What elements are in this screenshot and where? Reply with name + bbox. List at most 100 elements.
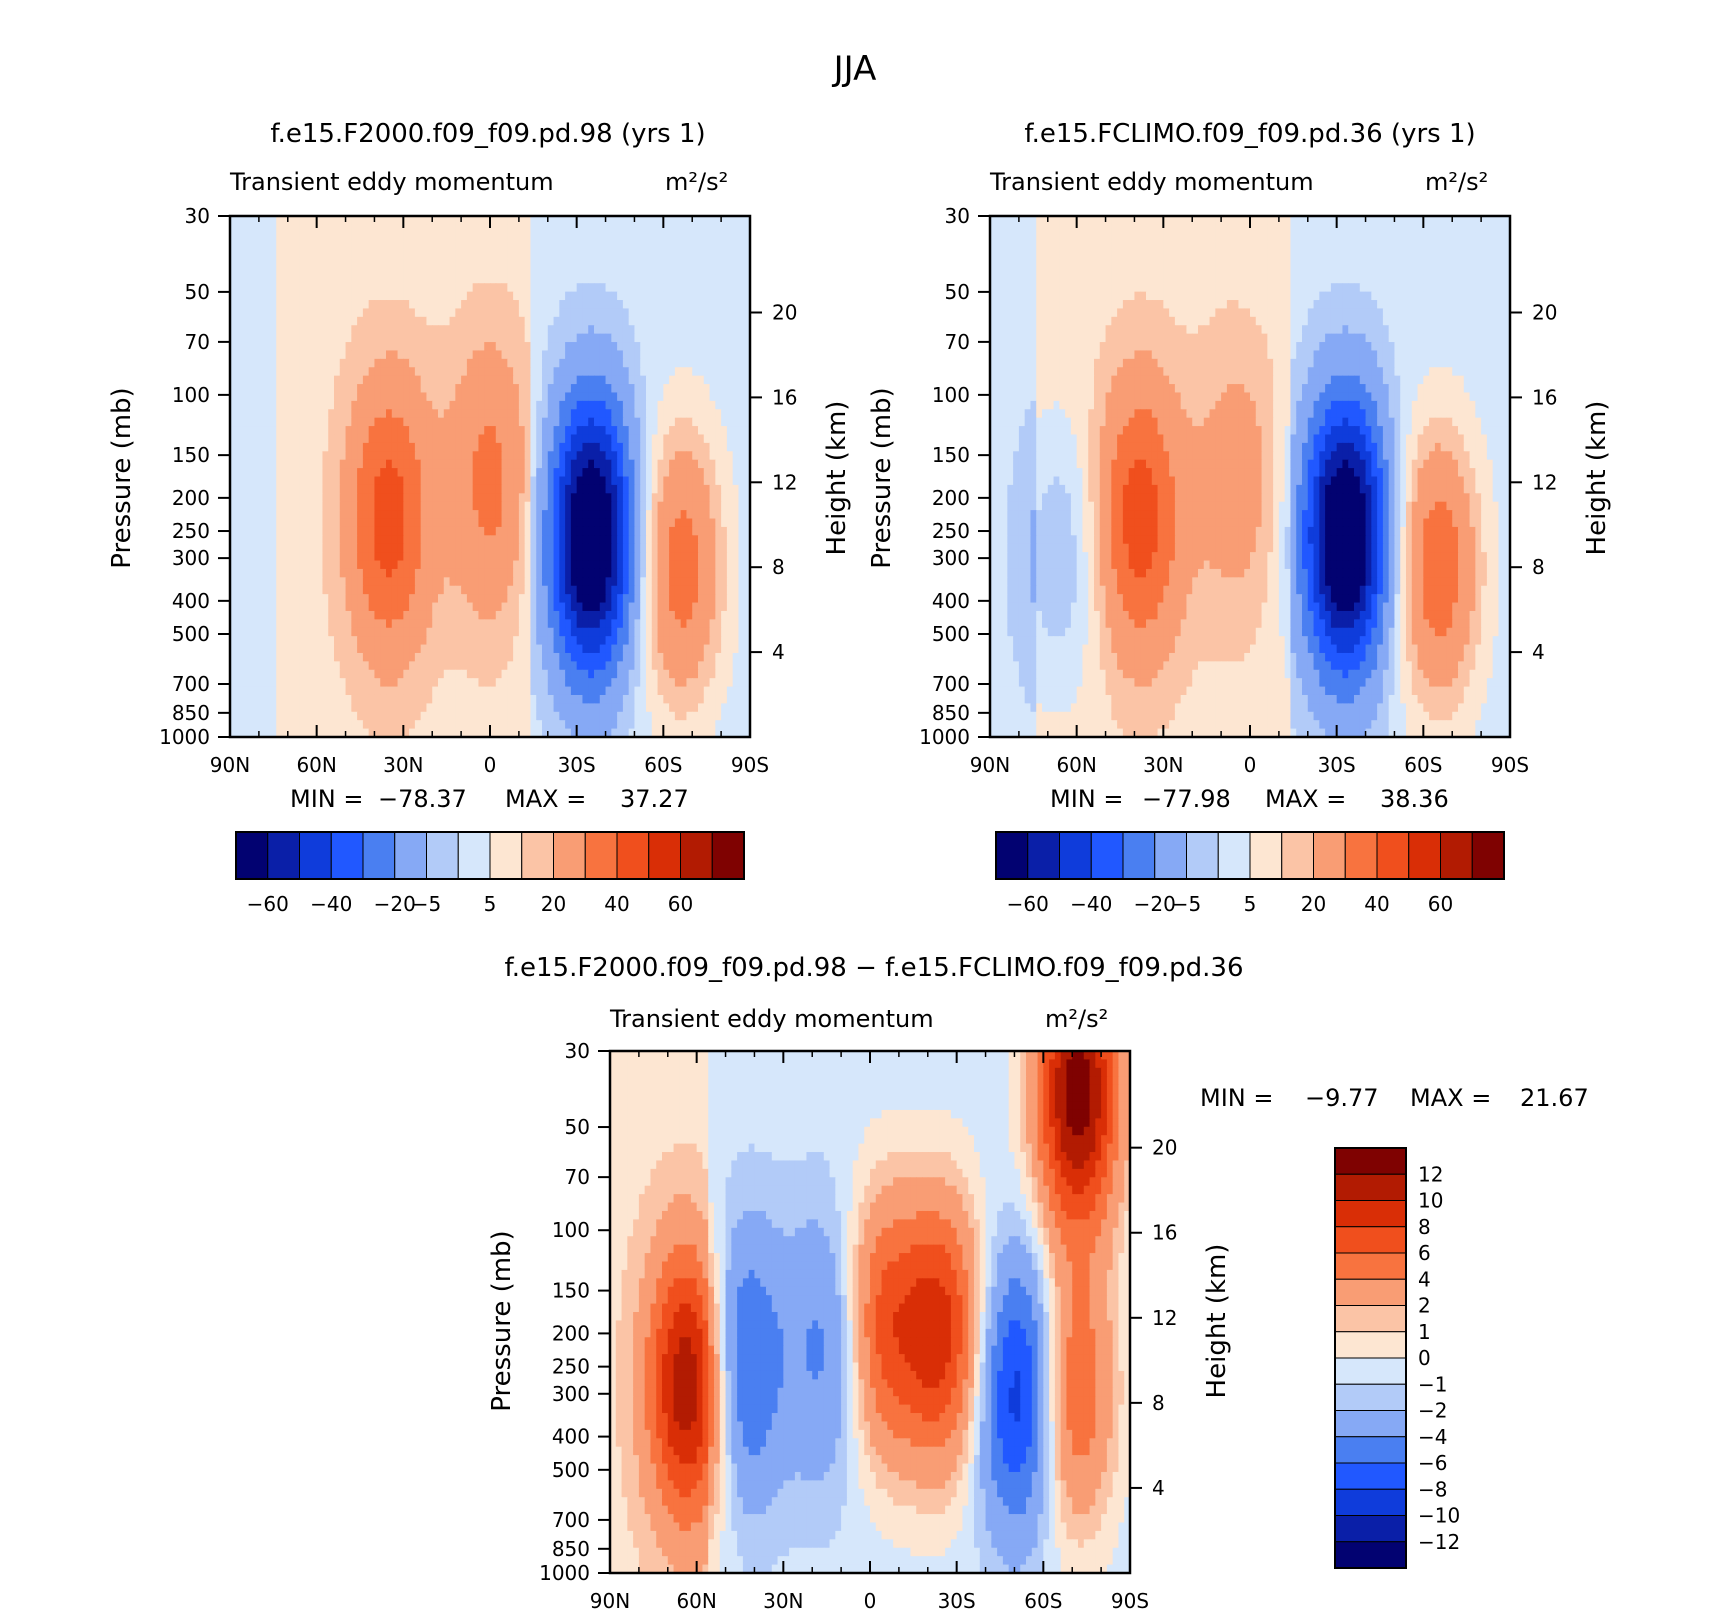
heatmap-cell xyxy=(270,249,277,259)
heatmap-cell xyxy=(403,501,410,511)
heatmap-cell xyxy=(478,552,485,562)
heatmap-cell xyxy=(721,358,728,368)
heatmap-cell xyxy=(484,224,491,234)
heatmap-cell xyxy=(455,577,462,587)
heatmap-cell xyxy=(547,342,555,352)
heatmap-cell xyxy=(397,224,404,234)
heatmap-cell xyxy=(443,224,451,234)
heatmap-cell xyxy=(628,258,636,268)
heatmap-cell xyxy=(570,468,578,478)
heatmap-cell xyxy=(663,552,670,562)
heatmap-cell xyxy=(293,543,300,553)
heatmap-cell xyxy=(466,258,474,268)
heatmap-cell xyxy=(420,224,428,234)
heatmap-cell xyxy=(594,594,601,604)
heatmap-cell xyxy=(663,249,670,259)
heatmap-cell xyxy=(594,585,601,595)
heatmap-cell xyxy=(403,375,410,385)
heatmap-cell xyxy=(368,552,376,562)
heatmap-cell xyxy=(686,619,693,629)
heatmap-cell xyxy=(241,384,248,394)
heatmap-cell xyxy=(726,283,734,293)
heatmap-cell xyxy=(628,417,636,427)
heatmap-cell xyxy=(258,266,266,276)
heatmap-cell xyxy=(738,224,745,234)
heatmap-cell xyxy=(258,661,266,671)
heatmap-cell xyxy=(426,484,433,494)
heatmap-cell xyxy=(461,468,468,478)
heatmap-cell xyxy=(686,216,693,226)
heatmap-cell xyxy=(686,602,693,612)
heatmap-cell xyxy=(565,241,572,251)
heatmap-cell xyxy=(669,417,676,427)
heatmap-cell xyxy=(518,434,526,444)
heatmap-cell xyxy=(501,426,508,436)
heatmap-cell xyxy=(513,283,520,293)
heatmap-cell xyxy=(594,568,601,578)
heatmap-cell xyxy=(287,484,295,494)
heatmap-cell xyxy=(524,661,532,671)
heatmap-cell xyxy=(669,560,676,570)
heatmap-cell xyxy=(703,241,711,251)
heatmap-cell xyxy=(420,350,428,360)
heatmap-cell xyxy=(605,459,612,469)
heatmap-cell xyxy=(709,560,716,570)
heatmap-cell xyxy=(409,409,416,419)
heatmap-cell xyxy=(305,518,312,528)
heatmap-cell xyxy=(576,367,584,377)
heatmap-cell xyxy=(368,409,376,419)
heatmap-cell xyxy=(582,468,589,478)
heatmap-cell xyxy=(287,535,295,545)
heatmap-cell xyxy=(565,518,572,528)
heatmap-cell xyxy=(628,409,636,419)
heatmap-cell xyxy=(420,308,428,318)
heatmap-cell xyxy=(490,358,497,368)
heatmap-cell xyxy=(495,476,503,486)
heatmap-cell xyxy=(397,510,404,520)
heatmap-cell xyxy=(611,552,618,562)
heatmap-cell xyxy=(264,669,272,679)
heatmap-cell xyxy=(305,627,312,637)
heatmap-cell xyxy=(495,568,503,578)
heatmap-cell xyxy=(264,652,272,662)
heatmap-cell xyxy=(299,316,306,326)
heatmap-cell xyxy=(316,610,324,620)
heatmap-cell xyxy=(542,568,549,578)
heatmap-cell xyxy=(247,594,254,604)
heatmap-cell xyxy=(611,333,618,343)
heatmap-cell xyxy=(744,543,751,553)
heatmap-cell xyxy=(432,274,439,284)
heatmap-cell xyxy=(334,241,341,251)
heatmap-cell xyxy=(339,543,347,553)
heatmap-cell xyxy=(617,283,624,293)
heatmap-cell xyxy=(270,400,277,410)
heatmap-cell xyxy=(339,644,347,654)
heatmap-cell xyxy=(409,258,416,268)
heatmap-cell xyxy=(530,468,537,478)
heatmap-cell xyxy=(715,249,722,259)
heatmap-cell xyxy=(576,552,584,562)
heatmap-cell xyxy=(605,358,612,368)
heatmap-cell xyxy=(628,266,636,276)
heatmap-cell xyxy=(264,585,272,595)
heatmap-cell xyxy=(374,468,381,478)
heatmap-cell xyxy=(391,316,399,326)
heatmap-cell xyxy=(553,325,560,335)
heatmap-cell xyxy=(362,459,370,469)
heatmap-cell xyxy=(461,610,468,620)
heatmap-cell xyxy=(744,518,751,528)
heatmap-cell xyxy=(669,468,676,478)
heatmap-cell xyxy=(692,459,699,469)
heatmap-cell xyxy=(397,316,404,326)
heatmap-cell xyxy=(651,392,659,402)
heatmap-cell xyxy=(334,619,341,629)
heatmap-cell xyxy=(438,409,445,419)
heatmap-cell xyxy=(316,535,324,545)
heatmap-cell xyxy=(692,384,699,394)
heatmap-cell xyxy=(703,249,711,259)
heatmap-cell xyxy=(570,610,578,620)
heatmap-cell xyxy=(536,577,543,587)
heatmap-cell xyxy=(524,325,532,335)
heatmap-cell xyxy=(287,510,295,520)
heatmap-cell xyxy=(230,678,237,688)
